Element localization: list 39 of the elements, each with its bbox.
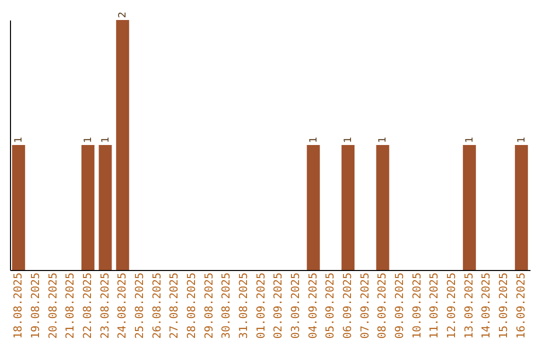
data-label: 1 <box>378 136 389 143</box>
x-tick-label: 14.09.2025 <box>480 272 493 339</box>
x-tick-label: 23.08.2025 <box>98 272 112 339</box>
x-tick-label: 31.08.2025 <box>236 272 250 339</box>
x-tick-label: 02.09.2025 <box>272 272 285 339</box>
x-tick-label: 09.09.2025 <box>393 272 406 339</box>
x-tick-label: 28.08.2025 <box>184 272 198 339</box>
x-tick-label: 01.09.2025 <box>254 272 268 339</box>
x-tick-label: 19.08.2025 <box>28 272 42 339</box>
x-tick-label: 04.09.2025 <box>306 272 320 339</box>
data-label: 1 <box>14 136 25 143</box>
data-label: 1 <box>100 136 112 143</box>
data-label: 1 <box>464 136 476 143</box>
x-tick-label: 05.09.2025 <box>324 272 337 339</box>
data-label: 1 <box>308 136 320 143</box>
x-tick-label: 18.08.2025 <box>12 272 25 339</box>
x-tick-label: 21.08.2025 <box>64 272 77 339</box>
data-label: 1 <box>343 136 354 143</box>
x-tick-label: 06.09.2025 <box>341 272 354 339</box>
x-tick-label: 29.08.2025 <box>202 272 216 339</box>
data-label: 1 <box>82 136 94 143</box>
x-tick-label: 22.08.2025 <box>80 272 94 339</box>
x-tick-label: 24.08.2025 <box>116 272 129 339</box>
x-tick-label: 08.09.2025 <box>376 272 389 339</box>
data-label: 1 <box>516 136 528 143</box>
x-tick-label: 16.09.2025 <box>514 272 528 339</box>
x-tick-label: 03.09.2025 <box>289 272 302 339</box>
data-label: 2 <box>118 12 129 18</box>
x-tick-label: 10.09.2025 <box>410 272 424 339</box>
x-tick-label: 30.08.2025 <box>220 272 233 339</box>
x-tick-label: 26.08.2025 <box>150 272 164 339</box>
x-tick-label: 07.09.2025 <box>358 272 372 339</box>
x-tick-label: 27.08.2025 <box>168 272 181 339</box>
x-tick-label: 11.09.2025 <box>428 272 441 339</box>
x-tick-label: 20.08.2025 <box>46 272 60 339</box>
x-tick-label: 15.09.2025 <box>497 272 510 339</box>
x-tick-label: 12.09.2025 <box>445 272 458 339</box>
x-tick-label: 13.09.2025 <box>462 272 476 339</box>
x-tick-label: 25.08.2025 <box>132 272 146 339</box>
